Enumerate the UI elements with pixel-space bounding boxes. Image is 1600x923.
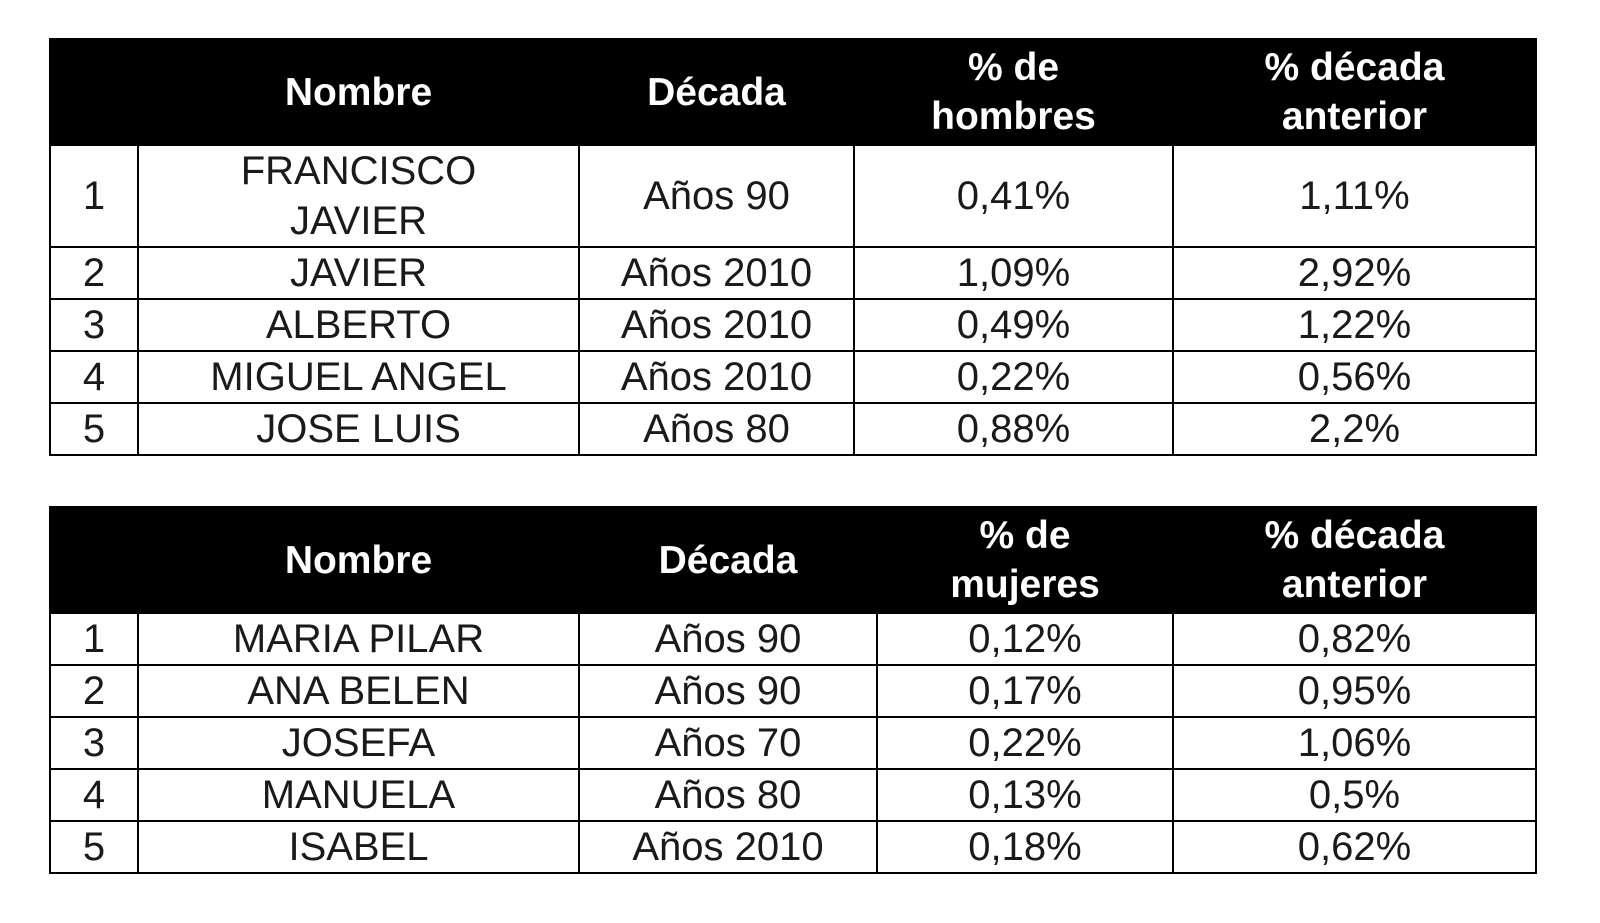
women-names-table: Nombre Década % de mujeres % década ante… [49,506,1537,874]
cell-name: MANUELA [137,768,580,822]
header-decade: Década [578,38,855,146]
header-previous-decade-line2: anterior [1281,95,1428,138]
header-percentage-line2: hombres [931,95,1096,138]
cell-rank: 4 [49,768,139,822]
cell-previous-decade: 0,82% [1172,612,1537,666]
header-name: Nombre [137,506,580,614]
table-row: 5 ISABEL Años 2010 0,18% 0,62% [49,820,1537,874]
cell-percentage: 0,12% [876,612,1174,666]
header-previous-decade: % década anterior [1172,38,1537,146]
cell-rank: 4 [49,350,139,404]
cell-percentage: 0,17% [876,664,1174,718]
cell-percentage: 0,49% [853,298,1174,352]
header-previous-decade-line1: % década [1264,514,1445,557]
cell-rank: 2 [49,246,139,300]
cell-name: MARIA PILAR [137,612,580,666]
header-previous-decade: % década anterior [1172,506,1537,614]
table-row: 1 FRANCISCO JAVIER Años 90 0,41% 1,11% [49,144,1537,248]
cell-name: JOSE LUIS [137,402,580,456]
header-percentage: % de mujeres [876,506,1174,614]
cell-decade: Años 2010 [578,246,855,300]
header-rank [49,38,139,146]
header-decade: Década [578,506,878,614]
cell-percentage: 0,13% [876,768,1174,822]
cell-previous-decade: 0,95% [1172,664,1537,718]
cell-name-line1: FRANCISCO [240,149,477,193]
cell-decade: Años 2010 [578,820,878,874]
cell-percentage: 0,22% [876,716,1174,770]
men-names-table: Nombre Década % de hombres % década ante… [49,38,1537,456]
cell-name: ALBERTO [137,298,580,352]
cell-rank: 2 [49,664,139,718]
cell-name: FRANCISCO JAVIER [137,144,580,248]
cell-previous-decade: 0,62% [1172,820,1537,874]
table-row: 4 MIGUEL ANGEL Años 2010 0,22% 0,56% [49,350,1537,404]
cell-decade: Años 70 [578,716,878,770]
header-rank [49,506,139,614]
table-row: 4 MANUELA Años 80 0,13% 0,5% [49,768,1537,822]
table-row: 1 MARIA PILAR Años 90 0,12% 0,82% [49,612,1537,666]
cell-decade: Años 90 [578,664,878,718]
header-percentage: % de hombres [853,38,1174,146]
cell-rank: 5 [49,820,139,874]
cell-name: ANA BELEN [137,664,580,718]
table-row: 3 JOSEFA Años 70 0,22% 1,06% [49,716,1537,770]
cell-decade: Años 2010 [578,298,855,352]
table-header-row: Nombre Década % de hombres % década ante… [49,38,1537,146]
cell-name: MIGUEL ANGEL [137,350,580,404]
header-previous-decade-line2: anterior [1281,563,1428,606]
table-row: 3 ALBERTO Años 2010 0,49% 1,22% [49,298,1537,352]
cell-percentage: 0,88% [853,402,1174,456]
cell-previous-decade: 1,11% [1172,144,1537,248]
cell-name-line2: JAVIER [289,199,428,243]
cell-name: ISABEL [137,820,580,874]
header-percentage-line1: % de [979,514,1071,557]
table-header-row: Nombre Década % de mujeres % década ante… [49,506,1537,614]
cell-decade: Años 90 [578,612,878,666]
cell-decade: Años 90 [578,144,855,248]
cell-name: JOSEFA [137,716,580,770]
cell-name: JAVIER [137,246,580,300]
header-previous-decade-line1: % década [1264,46,1445,89]
cell-previous-decade: 1,22% [1172,298,1537,352]
cell-percentage: 1,09% [853,246,1174,300]
cell-rank: 5 [49,402,139,456]
cell-decade: Años 80 [578,402,855,456]
header-name: Nombre [137,38,580,146]
cell-previous-decade: 2,2% [1172,402,1537,456]
cell-rank: 1 [49,612,139,666]
cell-previous-decade: 0,56% [1172,350,1537,404]
header-percentage-line1: % de [967,46,1060,89]
cell-previous-decade: 1,06% [1172,716,1537,770]
cell-percentage: 0,18% [876,820,1174,874]
cell-percentage: 0,22% [853,350,1174,404]
cell-rank: 3 [49,298,139,352]
cell-decade: Años 80 [578,768,878,822]
cell-rank: 3 [49,716,139,770]
cell-previous-decade: 2,92% [1172,246,1537,300]
cell-decade: Años 2010 [578,350,855,404]
cell-percentage: 0,41% [853,144,1174,248]
header-percentage-line2: mujeres [950,563,1100,606]
table-row: 2 ANA BELEN Años 90 0,17% 0,95% [49,664,1537,718]
cell-rank: 1 [49,144,139,248]
table-row: 2 JAVIER Años 2010 1,09% 2,92% [49,246,1537,300]
cell-previous-decade: 0,5% [1172,768,1537,822]
table-row: 5 JOSE LUIS Años 80 0,88% 2,2% [49,402,1537,456]
